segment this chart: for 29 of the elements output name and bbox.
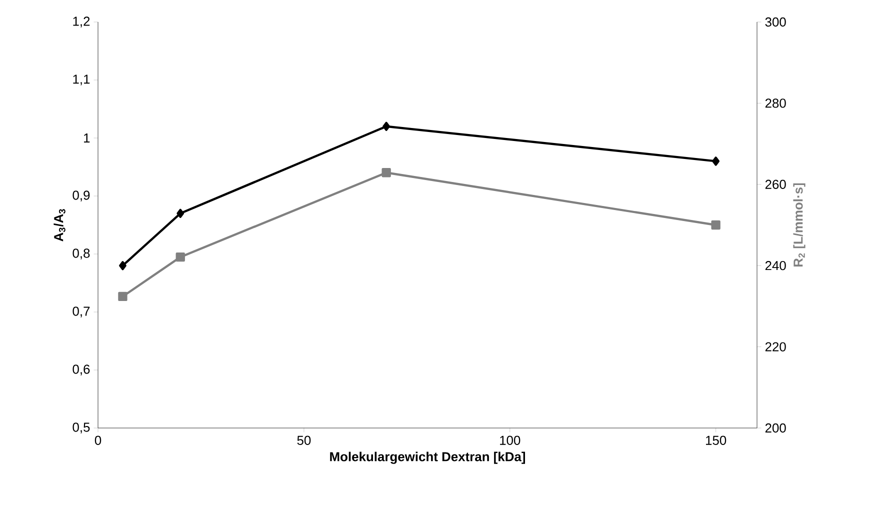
y2-tick-label: 220 [765,342,786,352]
x-tick-label: 100 [500,436,520,445]
y-tick-label: 1,1 [73,74,90,86]
point [712,156,720,166]
point [382,122,390,131]
y-tick-label: 1 [84,134,90,142]
y-tick-label: 1,2 [73,16,90,28]
point [382,168,391,178]
y2-tick-label: 280 [765,98,786,108]
point [711,220,720,230]
y-axis-title: A$_{3}$/A$_{3}$ [54,209,66,242]
y2-tick-label: 200 [765,423,786,433]
y-tick-label: 0,7 [72,306,90,318]
y-tick-label: 0,9 [72,190,90,202]
x-tick-label: 50 [297,436,311,445]
y2-tick-label: 300 [765,17,786,27]
y-tick-label: 0,6 [72,364,90,376]
point [119,261,126,270]
y2-tick-label: 260 [765,180,786,189]
point [176,252,185,262]
x-tick-label: 150 [706,436,726,445]
y2-axis-title: R$_{2}$ [L/mmol·s] [793,183,806,266]
y-tick-label: 0,5 [72,422,90,434]
point [118,292,128,302]
y2-tick-label: 240 [765,261,786,270]
x-axis-title: Molekulargewicht Dextran [kDa] [330,452,526,464]
point [176,208,184,218]
y-tick-label: 0,8 [72,248,90,260]
x-tick-label: 0 [94,436,102,445]
